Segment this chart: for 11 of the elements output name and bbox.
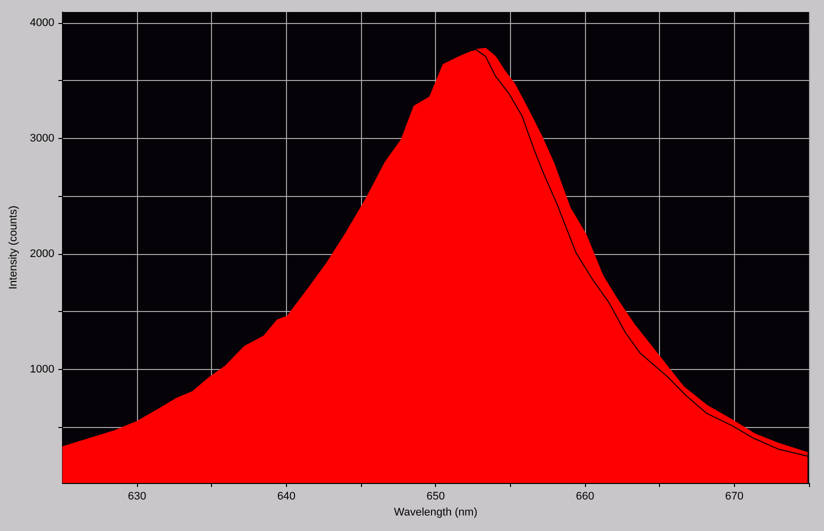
y-axis-title: Intensity (counts) [8, 206, 20, 290]
y-tick-label: 1000 [30, 363, 54, 376]
y-tick-label: 4000 [30, 16, 54, 29]
x-tick-label: 630 [128, 490, 146, 502]
y-tick-label: 3000 [30, 132, 54, 144]
x-tick-label: 660 [576, 490, 594, 502]
x-tick-label: 670 [725, 490, 744, 502]
y-tick-label: 2000 [30, 248, 54, 260]
x-tick-label: 650 [426, 490, 445, 502]
x-tick-label: 640 [277, 490, 296, 502]
x-axis-title: Wavelength (nm) [394, 506, 478, 518]
